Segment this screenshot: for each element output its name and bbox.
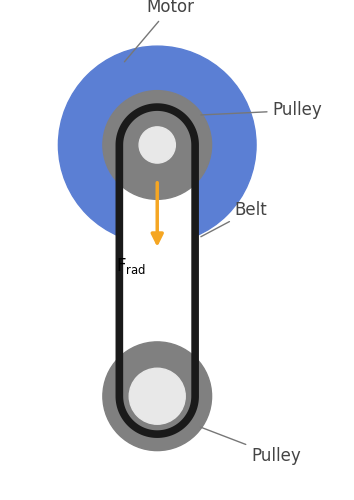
- Circle shape: [129, 368, 185, 424]
- Circle shape: [139, 127, 175, 163]
- Circle shape: [58, 46, 256, 244]
- Text: Motor: Motor: [125, 0, 194, 62]
- Circle shape: [103, 342, 212, 450]
- Circle shape: [103, 90, 212, 200]
- Text: $\mathregular{F_{rad}}$: $\mathregular{F_{rad}}$: [116, 256, 146, 276]
- Text: Pulley: Pulley: [201, 427, 301, 465]
- Text: Belt: Belt: [201, 201, 267, 236]
- Text: Pulley: Pulley: [201, 102, 322, 119]
- Polygon shape: [119, 107, 195, 434]
